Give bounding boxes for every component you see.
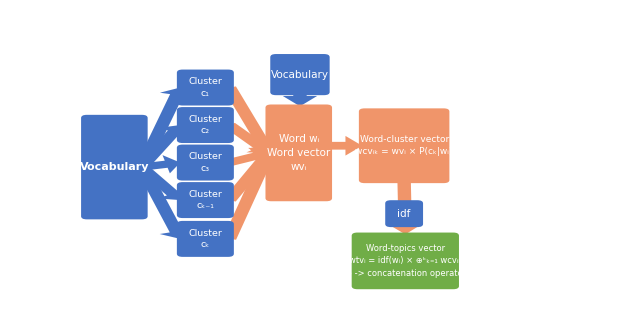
Polygon shape: [328, 136, 362, 156]
Text: idf: idf: [397, 209, 411, 219]
Text: Word-cluster vector
wcvᵢₖ = wvᵢ × P(cₖ|wᵢ): Word-cluster vector wcvᵢₖ = wvᵢ × P(cₖ|w…: [355, 135, 453, 157]
Polygon shape: [135, 166, 193, 239]
Polygon shape: [224, 123, 274, 153]
Text: Vocabulary: Vocabulary: [271, 70, 329, 80]
Polygon shape: [388, 181, 422, 235]
Polygon shape: [136, 125, 189, 169]
Polygon shape: [136, 165, 187, 200]
Polygon shape: [140, 155, 180, 173]
Text: Vocabulary: Vocabulary: [80, 162, 149, 172]
FancyBboxPatch shape: [352, 233, 459, 289]
Text: Cluster
c₃: Cluster c₃: [188, 152, 222, 173]
FancyBboxPatch shape: [177, 182, 234, 218]
Text: Cluster
cₖ: Cluster cₖ: [188, 229, 222, 249]
FancyBboxPatch shape: [177, 107, 234, 143]
Text: Cluster
cₖ₋₁: Cluster cₖ₋₁: [188, 190, 222, 210]
FancyBboxPatch shape: [81, 115, 148, 219]
FancyBboxPatch shape: [385, 200, 423, 227]
Polygon shape: [227, 148, 269, 166]
Text: Word-topics vector
wtvᵢ = idf(wᵢ) × ⊕ᵏₖ₌₁ wcvᵢₖ
⊕ -> concatenation operator: Word-topics vector wtvᵢ = idf(wᵢ) × ⊕ᵏₖ₌…: [345, 244, 466, 278]
FancyBboxPatch shape: [359, 109, 449, 183]
FancyBboxPatch shape: [270, 54, 329, 95]
Polygon shape: [223, 86, 281, 153]
FancyBboxPatch shape: [177, 144, 234, 180]
Text: Cluster
c₁: Cluster c₁: [188, 77, 222, 98]
Polygon shape: [135, 88, 193, 168]
FancyBboxPatch shape: [177, 221, 234, 257]
Polygon shape: [282, 93, 317, 106]
Text: Word wᵢ
Word vector
wvᵢ: Word wᵢ Word vector wvᵢ: [267, 134, 331, 172]
Polygon shape: [224, 153, 279, 202]
FancyBboxPatch shape: [177, 70, 234, 106]
Polygon shape: [223, 153, 282, 240]
FancyBboxPatch shape: [266, 104, 332, 201]
Text: Cluster
c₂: Cluster c₂: [188, 115, 222, 135]
